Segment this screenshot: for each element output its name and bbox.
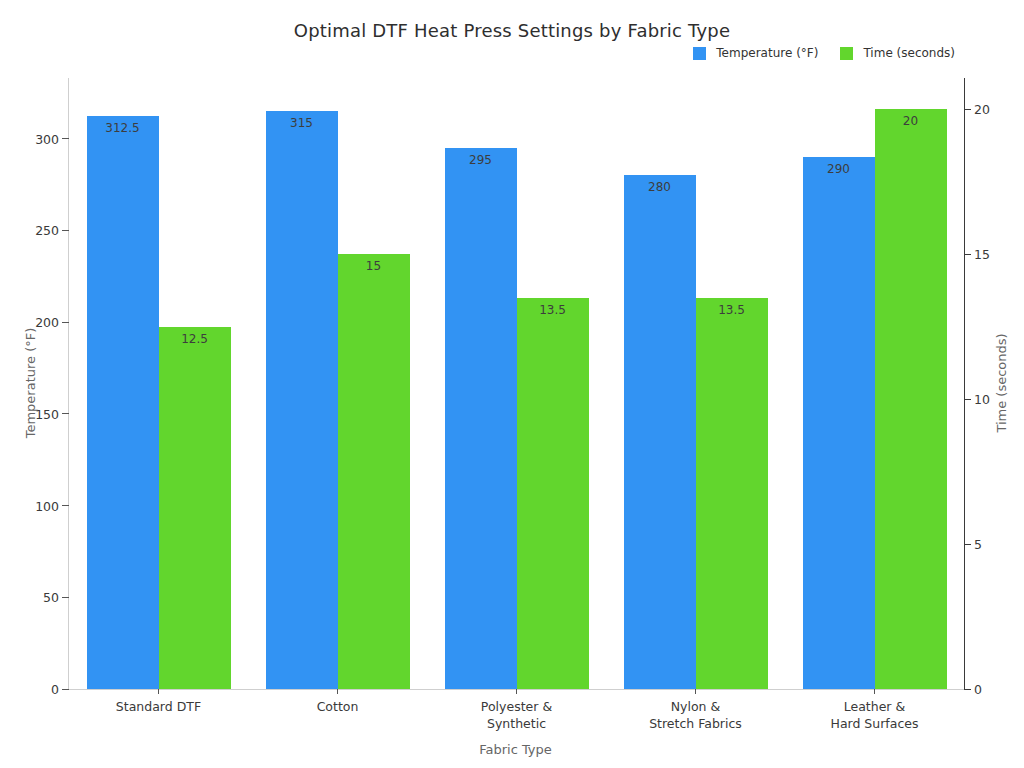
time-legend-swatch bbox=[840, 47, 853, 60]
x-axis-tick-label-line: Stretch Fabrics bbox=[606, 715, 785, 732]
bar-temperature-f-polyester-synthetic: 295 bbox=[445, 148, 517, 689]
time-legend-label: Time (seconds) bbox=[863, 46, 955, 60]
bar-temperature-f-standard-dtf: 312.5 bbox=[87, 116, 159, 689]
bar-time-seconds-cotton: 15 bbox=[338, 254, 410, 689]
y-axis-label-right: Time (seconds) bbox=[994, 333, 1009, 432]
bar-time-seconds-standard-dtf: 12.5 bbox=[159, 327, 231, 689]
bar-value-label: 15 bbox=[338, 259, 410, 273]
y-axis-right-tick-label: 5 bbox=[974, 537, 982, 552]
bar-value-label: 315 bbox=[266, 116, 338, 130]
x-axis-tick-label: Cotton bbox=[248, 698, 427, 715]
y-axis-right-tick-label: 0 bbox=[974, 682, 982, 697]
y-axis-left-tick-label: 250 bbox=[35, 223, 59, 238]
plot-area: 05010015020025030005101520312.512.5Stand… bbox=[68, 78, 965, 690]
x-axis-tick-label: Leather &Hard Surfaces bbox=[785, 698, 964, 732]
y-axis-left-tick-mark bbox=[62, 505, 69, 506]
bar-value-label: 13.5 bbox=[696, 303, 768, 317]
y-axis-left-tick-label: 300 bbox=[35, 131, 59, 146]
chart-title: Optimal DTF Heat Press Settings by Fabri… bbox=[0, 20, 1024, 41]
y-axis-left-tick-mark bbox=[62, 138, 69, 139]
y-axis-right-tick-mark bbox=[964, 109, 971, 110]
x-axis-tick-mark bbox=[874, 689, 875, 694]
legend-item-temperature: Temperature (°F) bbox=[693, 46, 818, 60]
y-axis-right-tick-mark bbox=[964, 689, 971, 690]
y-axis-right-tick-label: 15 bbox=[974, 247, 990, 262]
x-axis-tick-label-line: Polyester & bbox=[427, 698, 606, 715]
y-axis-left-tick-mark bbox=[62, 413, 69, 414]
x-axis-tick-mark bbox=[158, 689, 159, 694]
figure: Optimal DTF Heat Press Settings by Fabri… bbox=[0, 0, 1024, 768]
y-axis-left-tick-mark bbox=[62, 322, 69, 323]
y-axis-right-tick-label: 10 bbox=[974, 392, 990, 407]
bar-time-seconds-polyester-synthetic: 13.5 bbox=[517, 298, 589, 689]
x-axis-tick-mark bbox=[337, 689, 338, 694]
bar-temperature-f-leather-hard-surfaces: 290 bbox=[803, 157, 875, 689]
temperature-legend-swatch bbox=[693, 47, 706, 60]
y-axis-left-tick-label: 50 bbox=[43, 590, 59, 605]
bar-temperature-f-nylon-stretch-fabrics: 280 bbox=[624, 175, 696, 689]
x-axis-tick-label: Polyester &Synthetic bbox=[427, 698, 606, 732]
x-axis-tick-label: Nylon &Stretch Fabrics bbox=[606, 698, 785, 732]
y-axis-left-tick-label: 0 bbox=[51, 682, 59, 697]
x-axis-tick-label-line: Nylon & bbox=[606, 698, 785, 715]
x-axis-tick-mark bbox=[695, 689, 696, 694]
y-axis-right-tick-label: 20 bbox=[974, 102, 990, 117]
y-axis-right-tick-mark bbox=[964, 544, 971, 545]
x-axis-tick-label-line: Cotton bbox=[248, 698, 427, 715]
bar-time-seconds-nylon-stretch-fabrics: 13.5 bbox=[696, 298, 768, 689]
bar-time-seconds-leather-hard-surfaces: 20 bbox=[875, 109, 947, 689]
bar-value-label: 12.5 bbox=[159, 332, 231, 346]
y-axis-left-tick-mark bbox=[62, 597, 69, 598]
bar-temperature-f-cotton: 315 bbox=[266, 111, 338, 689]
y-axis-left-tick-label: 200 bbox=[35, 315, 59, 330]
y-axis-left-tick-label: 100 bbox=[35, 498, 59, 513]
bar-value-label: 280 bbox=[624, 180, 696, 194]
legend: Temperature (°F) Time (seconds) bbox=[693, 46, 955, 60]
y-axis-left-tick-label: 150 bbox=[35, 406, 59, 421]
y-axis-left-tick-mark bbox=[62, 230, 69, 231]
y-axis-label-left: Temperature (°F) bbox=[23, 328, 38, 439]
y-axis-right-tick-mark bbox=[964, 254, 971, 255]
x-axis-tick-label-line: Leather & bbox=[785, 698, 964, 715]
x-axis-tick-label-line: Synthetic bbox=[427, 715, 606, 732]
bar-value-label: 295 bbox=[445, 153, 517, 167]
bar-value-label: 290 bbox=[803, 162, 875, 176]
bar-value-label: 312.5 bbox=[87, 121, 159, 135]
x-axis-tick-mark bbox=[516, 689, 517, 694]
temperature-legend-label: Temperature (°F) bbox=[716, 46, 818, 60]
x-axis-label: Fabric Type bbox=[68, 742, 963, 757]
bar-value-label: 13.5 bbox=[517, 303, 589, 317]
y-axis-right-tick-mark bbox=[964, 399, 971, 400]
legend-item-time: Time (seconds) bbox=[840, 46, 955, 60]
x-axis-tick-label: Standard DTF bbox=[69, 698, 248, 715]
x-axis-tick-label-line: Standard DTF bbox=[69, 698, 248, 715]
y-axis-left-tick-mark bbox=[62, 689, 69, 690]
x-axis-tick-label-line: Hard Surfaces bbox=[785, 715, 964, 732]
bar-value-label: 20 bbox=[875, 114, 947, 128]
